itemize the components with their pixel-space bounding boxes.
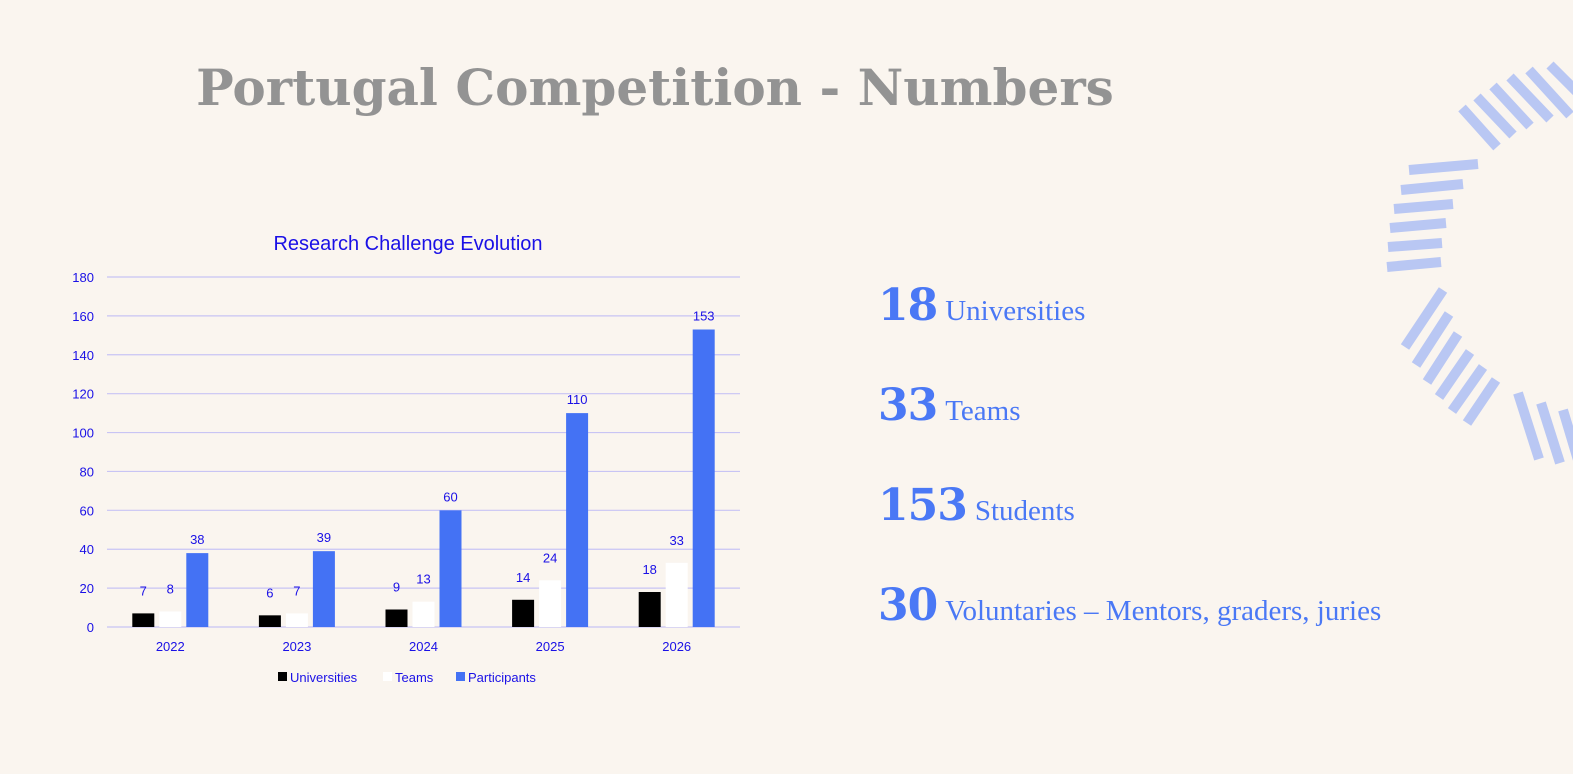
x-tick-label: 2026 bbox=[662, 639, 691, 654]
data-label: 110 bbox=[567, 392, 588, 407]
data-label: 9 bbox=[393, 580, 400, 595]
bar-universities bbox=[512, 599, 535, 627]
bar-universities bbox=[638, 592, 661, 627]
legend-label: Universities bbox=[290, 670, 358, 685]
data-label: 33 bbox=[669, 533, 683, 548]
page-title: Portugal Competition - Numbers bbox=[196, 58, 1114, 117]
data-label: 14 bbox=[516, 570, 530, 585]
bar-teams bbox=[285, 613, 308, 627]
data-label: 153 bbox=[693, 309, 715, 324]
stat-value: 33 bbox=[878, 380, 938, 431]
stat-value: 30 bbox=[878, 580, 938, 631]
x-tick-label: 2024 bbox=[409, 639, 438, 654]
bar-teams bbox=[665, 562, 688, 627]
legend-swatch-teams bbox=[383, 672, 392, 681]
stat-students: 153 Students bbox=[878, 480, 1075, 531]
y-tick-label: 60 bbox=[80, 503, 94, 518]
bar-participants bbox=[439, 510, 462, 627]
bar-participants bbox=[692, 329, 715, 627]
y-tick-label: 160 bbox=[72, 309, 94, 324]
data-label: 18 bbox=[642, 562, 656, 577]
bar-participants bbox=[566, 413, 589, 627]
y-tick-label: 40 bbox=[80, 542, 94, 557]
data-label: 8 bbox=[167, 581, 174, 596]
bar-teams bbox=[159, 611, 182, 627]
stat-voluntaries: 30 Voluntaries – Mentors, graders, juries bbox=[878, 580, 1381, 631]
x-tick-label: 2023 bbox=[282, 639, 311, 654]
y-tick-label: 180 bbox=[72, 270, 94, 285]
y-tick-label: 100 bbox=[72, 426, 94, 441]
stat-label: Students bbox=[974, 495, 1075, 527]
data-label: 38 bbox=[190, 532, 204, 547]
bar-universities bbox=[258, 615, 281, 627]
stat-value: 153 bbox=[878, 480, 968, 531]
bar-participants bbox=[312, 551, 335, 627]
data-label: 13 bbox=[416, 572, 430, 587]
y-tick-label: 20 bbox=[80, 581, 94, 596]
y-tick-label: 120 bbox=[72, 387, 94, 402]
stat-label: Voluntaries – Mentors, graders, juries bbox=[945, 595, 1382, 627]
stat-teams: 33 Teams bbox=[878, 380, 1021, 431]
stat-label: Universities bbox=[945, 295, 1086, 327]
stat-universities: 18 Universities bbox=[878, 280, 1085, 331]
bar-universities bbox=[132, 613, 155, 627]
y-tick-label: 140 bbox=[72, 348, 94, 363]
stat-value: 18 bbox=[878, 280, 938, 331]
chart-title: Research Challenge Evolution bbox=[273, 233, 542, 255]
legend-label: Participants bbox=[468, 670, 536, 685]
bar-universities bbox=[385, 609, 408, 627]
data-label: 24 bbox=[543, 550, 557, 565]
x-tick-label: 2022 bbox=[156, 639, 185, 654]
stat-label: Teams bbox=[945, 395, 1021, 427]
data-label: 7 bbox=[140, 583, 147, 598]
bar-teams bbox=[412, 601, 435, 627]
y-tick-label: 0 bbox=[87, 620, 94, 635]
legend-swatch-universities bbox=[278, 672, 287, 681]
bar-participants bbox=[186, 553, 209, 627]
bar-chart: Research Challenge Evolution 0 20 40 60 80 100… bbox=[72, 233, 740, 685]
x-tick-label: 2025 bbox=[536, 639, 565, 654]
data-label: 39 bbox=[317, 530, 331, 545]
decorative-stripes bbox=[1386, 61, 1573, 465]
data-label: 6 bbox=[266, 585, 273, 600]
legend-swatch-participants bbox=[456, 672, 465, 681]
legend-label: Teams bbox=[395, 670, 434, 685]
data-label: 60 bbox=[443, 489, 457, 504]
bar-teams bbox=[539, 580, 562, 627]
data-label: 7 bbox=[293, 583, 300, 598]
y-tick-label: 80 bbox=[80, 464, 94, 479]
